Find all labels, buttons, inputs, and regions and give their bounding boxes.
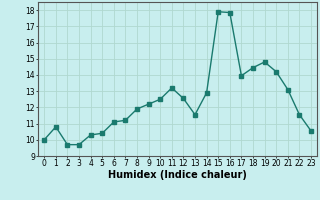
X-axis label: Humidex (Indice chaleur): Humidex (Indice chaleur) — [108, 170, 247, 180]
